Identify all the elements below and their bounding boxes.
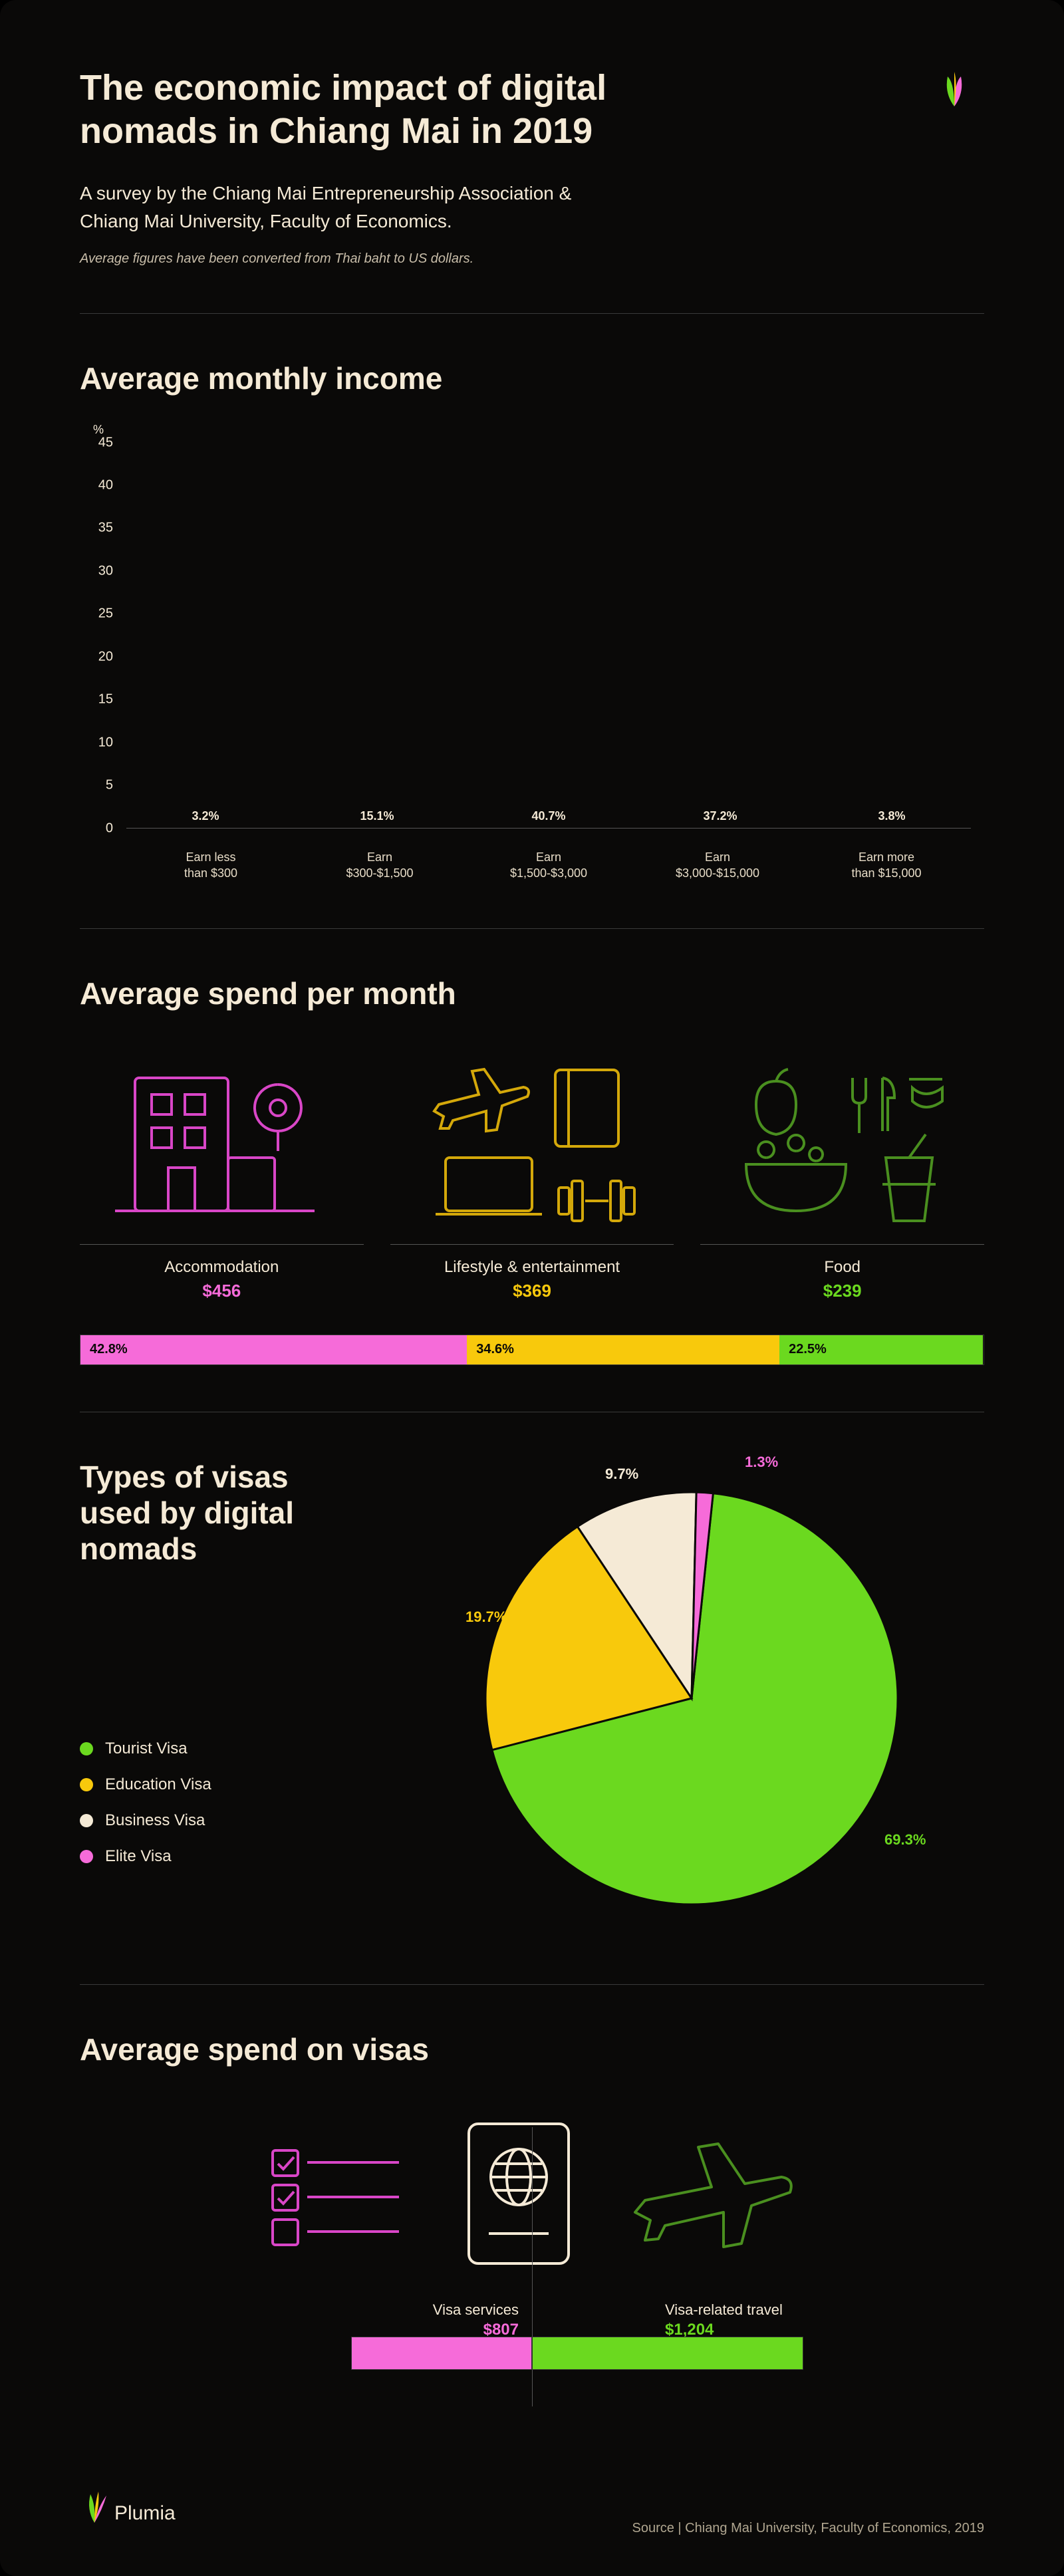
income-heading: Average monthly income <box>80 360 984 396</box>
spend-name: Food <box>824 1258 861 1277</box>
visa-services-label: Visa services $807 <box>279 2300 519 2341</box>
pie-slice-label: 9.7% <box>605 1466 638 1483</box>
spend-value: $456 <box>202 1281 241 1301</box>
y-tick: 15 <box>80 692 113 708</box>
legend-dot <box>80 1850 93 1863</box>
x-axis-label: Earn$1,500-$3,000 <box>464 849 633 882</box>
y-tick: 5 <box>80 778 113 793</box>
y-axis: 051015202530354045 <box>80 443 113 829</box>
x-axis-label: Earn lessthan $300 <box>126 849 295 882</box>
legend-dot <box>80 1742 93 1755</box>
pie-chart-area: 69.3%19.7%9.7%1.3% <box>399 1459 984 1938</box>
y-tick: 25 <box>80 606 113 622</box>
visa-travel-name: Visa-related travel <box>665 2300 904 2320</box>
legend-label: Business Visa <box>105 1811 205 1830</box>
bar-value-label: 37.2% <box>703 809 737 823</box>
y-tick: 45 <box>80 435 113 450</box>
legend-item: Tourist Visa <box>80 1739 359 1758</box>
legend-dot <box>80 1814 93 1827</box>
spend-card: Lifestyle & entertainment $369 <box>390 1045 674 1301</box>
income-bar-chart: % 051015202530354045 3.2%15.1%40.7%37.2%… <box>80 430 984 882</box>
visa-pie-section: Types of visas used by digital nomads To… <box>80 1459 984 1938</box>
x-axis-label: Earn$300-$1,500 <box>295 849 464 882</box>
pie-legend: Tourist Visa Education Visa Business Visa E… <box>80 1739 359 1866</box>
stacked-bar-segment: 34.6% <box>467 1335 779 1364</box>
bar-plot-area: 3.2% 15.1% 40.7% 37.2% 3.8% <box>126 443 971 829</box>
bar-value-label: 15.1% <box>360 809 394 823</box>
y-tick: 30 <box>80 563 113 579</box>
y-tick: 40 <box>80 478 113 493</box>
spend-card: Food $239 <box>700 1045 984 1301</box>
legend-item: Business Visa <box>80 1811 359 1830</box>
spend-icon <box>390 1045 674 1237</box>
plane-icon <box>625 2127 798 2260</box>
visa-spend-heading: Average spend on visas <box>80 2031 984 2067</box>
spend-icon <box>80 1045 364 1237</box>
spend-name: Accommodation <box>164 1258 279 1277</box>
spend-icon <box>700 1045 984 1237</box>
spend-card: Accommodation $456 <box>80 1045 364 1301</box>
section-divider <box>80 1984 984 1985</box>
y-tick: 0 <box>80 821 113 836</box>
spend-cards-row: Accommodation $456 Lifestyle & entertainme… <box>80 1045 984 1301</box>
footer: Plumia Source | Chiang Mai University, F… <box>80 2486 984 2536</box>
conversion-note: Average figures have been converted from… <box>80 251 984 267</box>
legend-item: Education Visa <box>80 1775 359 1794</box>
bar-value-label: 3.2% <box>192 809 219 823</box>
infographic-page: The economic impact of digital nomads in… <box>0 0 1064 2576</box>
legend-label: Elite Visa <box>105 1847 172 1866</box>
legend-dot <box>80 1778 93 1791</box>
stacked-bar-segment: 42.8% <box>80 1335 467 1364</box>
legend-item: Elite Visa <box>80 1847 359 1866</box>
pie-slice-label: 1.3% <box>745 1454 778 1471</box>
x-axis-labels: Earn lessthan $300Earn$300-$1,500Earn$1,… <box>126 849 971 882</box>
pie-slice-label: 69.3% <box>884 1831 926 1849</box>
section-divider <box>80 928 984 929</box>
svg-text:Plumia: Plumia <box>114 2502 176 2524</box>
passport-icon <box>459 2117 579 2270</box>
page-subtitle: A survey by the Chiang Mai Entrepreneurs… <box>80 180 625 235</box>
spend-value: $369 <box>513 1281 551 1301</box>
spend-heading: Average spend per month <box>80 975 984 1011</box>
spend-name: Lifestyle & entertainment <box>444 1258 620 1277</box>
legend-label: Tourist Visa <box>105 1739 188 1758</box>
bar-value-label: 3.8% <box>878 809 905 823</box>
visa-bars-area: Visa services $807 Visa-related travel $… <box>80 2300 984 2406</box>
feather-logo-top <box>931 66 978 116</box>
y-tick: 20 <box>80 649 113 664</box>
spend-stacked-bar: 42.8%34.6%22.5% <box>80 1335 984 1365</box>
x-axis-label: Earn$3,000-$15,000 <box>633 849 802 882</box>
legend-label: Education Visa <box>105 1775 211 1794</box>
visa-pie-heading: Types of visas used by digital nomads <box>80 1459 332 1567</box>
visa-travel-label: Visa-related travel $1,204 <box>665 2300 904 2341</box>
y-tick: 10 <box>80 735 113 750</box>
y-tick: 35 <box>80 521 113 536</box>
page-title: The economic impact of digital nomads in… <box>80 66 678 153</box>
visa-pie-chart <box>406 1459 978 1938</box>
visa-travel-bar <box>532 2337 803 2370</box>
checklist-icon <box>266 2137 412 2250</box>
spend-value: $239 <box>823 1281 862 1301</box>
visa-services-bar <box>351 2337 532 2370</box>
x-axis-label: Earn morethan $15,000 <box>802 849 971 882</box>
bar-value-label: 40.7% <box>531 809 565 823</box>
stacked-bar-segment: 22.5% <box>779 1335 983 1364</box>
source-citation: Source | Chiang Mai University, Faculty … <box>632 2521 985 2536</box>
plumia-logo: Plumia <box>80 2486 200 2536</box>
visa-services-name: Visa services <box>279 2300 519 2320</box>
pie-slice-label: 19.7% <box>466 1609 507 1626</box>
section-divider <box>80 313 984 314</box>
